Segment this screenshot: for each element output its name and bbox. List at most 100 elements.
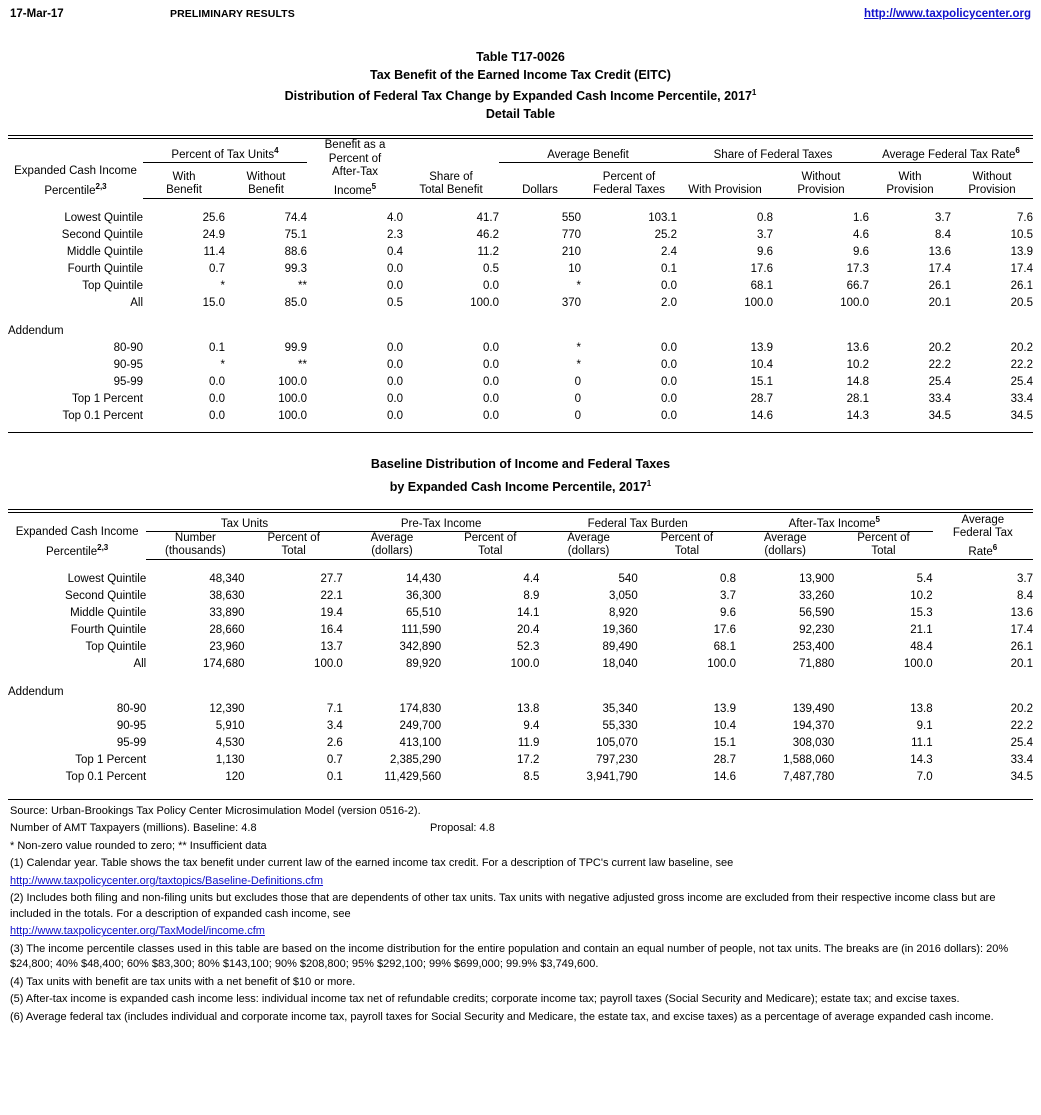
cell: 8.5	[523, 770, 540, 783]
sub-header-row: With Benefit Without Benefit Dollars Per…	[8, 162, 1033, 199]
cell: 3,050	[608, 589, 638, 602]
cell: *	[576, 279, 581, 292]
cell: 370	[561, 296, 581, 309]
col-with-benefit: With Benefit	[143, 162, 225, 199]
cell: 33.4	[1010, 753, 1033, 766]
cell: 19.4	[320, 606, 343, 619]
cell: 34.5	[1010, 770, 1033, 783]
cell: 0.7	[209, 262, 225, 275]
table-top-rule	[8, 135, 1033, 140]
cell: 16.4	[320, 623, 343, 636]
col-footnote-marker: 6	[992, 542, 998, 552]
cell: 65,510	[405, 606, 442, 619]
cell: 38,630	[209, 589, 245, 602]
cell: 18,040	[602, 657, 638, 670]
cell: 770	[561, 228, 581, 241]
col-line0: Benefit as a	[324, 139, 386, 152]
cell: 13.9	[750, 341, 773, 354]
cell: 9.6	[757, 245, 773, 258]
cell: 24.9	[202, 228, 225, 241]
title-line-3-text: Distribution of Federal Tax Change by Ex…	[284, 89, 752, 104]
col-line2: Rate6	[933, 541, 1033, 559]
col-share-of-total-benefit: Share of Total Benefit	[403, 138, 499, 199]
cell: 0.0	[387, 409, 403, 422]
title-line-4: Detail Table	[485, 107, 556, 122]
cell: 1,588,060	[783, 753, 835, 766]
cell: 13.8	[517, 702, 540, 715]
cell: 10.4	[750, 358, 773, 371]
cell: 100.0	[840, 296, 869, 309]
col-line2: (dollars)	[764, 545, 806, 558]
col-line1: Percent of	[267, 531, 320, 544]
cell: 2,385,290	[389, 753, 442, 766]
cell: 0.1	[209, 341, 225, 354]
table-row: All 15.0 85.0 0.5 100.0 370 2.0 100.0 10…	[8, 295, 1033, 312]
cell: 34.5	[1010, 409, 1033, 422]
cell: 10.4	[713, 719, 737, 732]
footnotes: Source: Urban-Brookings Tax Policy Cente…	[8, 798, 1033, 1026]
header-gap	[8, 198, 1033, 210]
section-gap	[8, 433, 1033, 455]
table-row: Second Quintile 24.9 75.1 2.3 46.2 770 2…	[8, 227, 1033, 244]
cell: 28.7	[750, 392, 773, 405]
cell: 15.3	[910, 606, 933, 619]
cell: 99.3	[284, 262, 307, 275]
bottom-gap	[8, 786, 1033, 793]
cell: 99.9	[284, 341, 307, 354]
cell: 14.3	[846, 409, 869, 422]
report-date: 17-Mar-17	[10, 8, 64, 20]
cell: 0.0	[209, 375, 225, 388]
cell: 13,900	[799, 572, 835, 585]
addendum-label: Addendum	[8, 685, 64, 698]
cell: 22.2	[928, 358, 951, 371]
col-tax-units-percent-of-total: Percent of Total	[244, 531, 343, 560]
cell: 100.0	[903, 657, 933, 670]
cell: 0.0	[483, 375, 499, 388]
addendum-header-row: Addendum	[8, 323, 1033, 340]
cell: 0.0	[387, 279, 403, 292]
cell: 7.1	[326, 702, 343, 715]
cell: 85.0	[284, 296, 307, 309]
col-line2: Total	[478, 545, 503, 558]
taxmodel-income-link[interactable]: http://www.taxpolicycenter.org/TaxModel/…	[10, 925, 265, 938]
baseline-section-title-line1: Baseline Distribution of Income and Fede…	[370, 456, 671, 471]
cell: 13.6	[928, 245, 951, 258]
cell: 540	[618, 572, 638, 585]
group-header-row: Expanded Cash Income Percentile2,3 Tax U…	[8, 512, 1033, 560]
group-label: Federal Tax Burden	[587, 517, 688, 530]
cell: 797,230	[596, 753, 638, 766]
cell: 9.4	[523, 719, 540, 732]
cell: 68.1	[750, 279, 773, 292]
taxpolicycenter-link[interactable]: http://www.taxpolicycenter.org	[864, 8, 1031, 20]
group-header-row: Expanded Cash Income Percentile2,3 Perce…	[8, 138, 1033, 199]
col-burden-average-dollars: Average (dollars)	[539, 531, 638, 560]
group-footnote-marker: 4	[274, 146, 279, 156]
detail-table-wrapper: Expanded Cash Income Percentile2,3 Perce…	[8, 135, 1033, 433]
baseline-definitions-link[interactable]: http://www.taxpolicycenter.org/taxtopics…	[10, 874, 324, 887]
cell: 2.0	[661, 296, 677, 309]
cell: 89,490	[602, 640, 638, 653]
table-row: Top 0.1 Percent 120 0.1 11,429,560 8.5 3…	[8, 769, 1033, 786]
page-title: Table T17-0026	[476, 50, 565, 64]
cell: 21.1	[910, 623, 933, 636]
row-label: 90-95	[113, 358, 143, 371]
note-2: (2) Includes both filing and non-filing …	[10, 892, 996, 920]
cell: 89,920	[405, 657, 442, 670]
cell: 35,340	[602, 702, 638, 715]
cell: 20.5	[1010, 296, 1033, 309]
note-amt-taxpayers: Number of AMT Taxpayers (millions). Base…	[8, 821, 1033, 837]
title-line-2: Tax Benefit of the Earned Income Tax Cre…	[370, 68, 671, 82]
stub-header-line1: Expanded Cash Income	[15, 525, 139, 538]
cell: 28,660	[209, 623, 245, 636]
cell: 2.6	[326, 736, 343, 749]
cell: 22.1	[320, 589, 343, 602]
col-line2: Provision	[968, 184, 1016, 197]
cell: 14,430	[405, 572, 442, 585]
double-rule	[8, 135, 1033, 140]
cell: 0.0	[661, 358, 677, 371]
row-label: All	[133, 657, 147, 670]
table-row: Top Quintile 23,960 13.7 342,890 52.3 89…	[8, 639, 1034, 656]
header-gap	[8, 559, 1033, 571]
col-line1: Without	[801, 170, 841, 183]
title-line-3-footnote-marker: 1	[751, 88, 757, 97]
